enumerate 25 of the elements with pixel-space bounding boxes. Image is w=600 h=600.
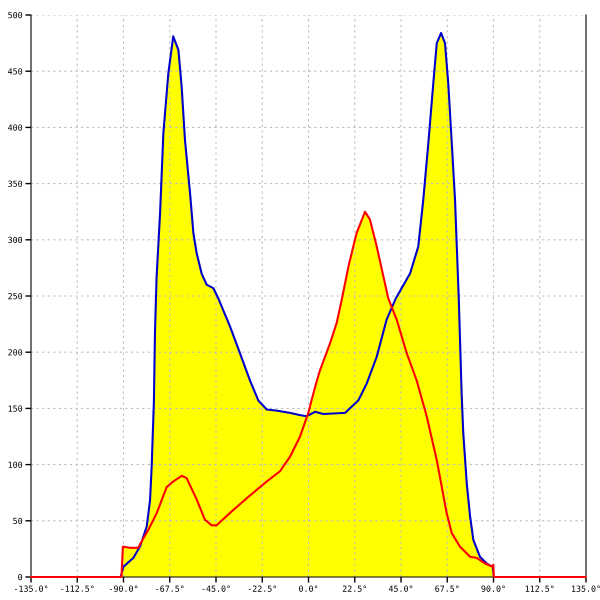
y-tick-label: 0: [18, 574, 22, 580]
x-tick-label: -112.5°: [61, 586, 94, 592]
y-tick-label: 500: [8, 12, 22, 18]
y-tick-label: 50: [13, 518, 22, 524]
y-tick-label: 250: [8, 293, 22, 300]
x-tick-label: 0.0°: [299, 586, 318, 592]
y-tick-label: 400: [8, 124, 22, 131]
x-tick-label: 135.0°: [572, 586, 600, 592]
x-tick-label: -22.5°: [248, 586, 276, 592]
x-tick-label: 22.5°: [342, 586, 366, 592]
x-tick-label: -67.5°: [156, 586, 184, 592]
x-tick-label: -90.0°: [110, 586, 138, 592]
y-tick-label: 100: [8, 462, 22, 468]
line-series: [120, 32, 495, 578]
y-tick-label: 300: [8, 236, 22, 244]
x-tick-label: -45.0°: [202, 586, 230, 592]
y-tick-label: 200: [8, 349, 22, 356]
x-tick-label: 45.0°: [388, 586, 412, 592]
x-tick-label: 112.5°: [526, 586, 554, 592]
x-tick-label: 67.5°: [435, 586, 459, 592]
x-tick-label: -135.0°: [14, 586, 48, 592]
y-tick-label: 350: [8, 180, 22, 187]
y-tick-label: 150: [8, 405, 22, 412]
y-tick-label: 450: [8, 68, 22, 75]
x-tick-label: 90.0°: [481, 586, 505, 592]
